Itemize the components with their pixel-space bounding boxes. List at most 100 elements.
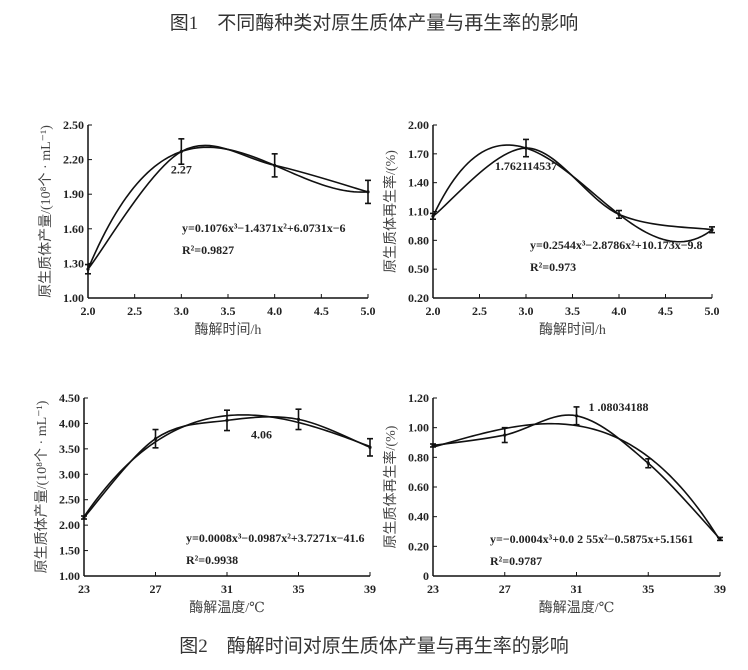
x-tick-label: 5.0 [705,304,720,318]
data-series-line [432,147,713,231]
data-point [503,433,507,437]
data-point [718,537,722,541]
trendline [432,144,713,243]
data-point [431,443,435,448]
data-point [524,146,528,150]
r-squared: R²=0.973 [530,260,576,274]
r-squared: R²=0.9827 [182,243,234,257]
y-tick-label: 1.30 [63,256,84,270]
data-label: 1.762114537 [495,159,557,173]
data-point [366,190,370,194]
y-tick-label: 0 [423,569,429,583]
y-tick-label: 1.50 [59,544,80,558]
x-tick-label: 23 [78,582,90,596]
chart-3: 1.00 1.50 2.00 2.50 3.00 3.50 4.00 4.50 23 27 31 35… [34,391,376,616]
x-tick-label: 5.0 [361,304,376,318]
data-label: 1 .08034188 [589,400,649,414]
y-tick-label: 0.80 [408,233,429,247]
y-tick-label: 1.00 [408,421,429,435]
x-axis-label: 酶解时间/h [195,322,262,338]
y-tick-label: 2.00 [408,118,429,132]
y-tick-label: 4.00 [59,416,80,430]
x-tick-label: 4.5 [658,304,673,318]
x-axis-label: 酶解时间/h [539,322,606,338]
chart-4: 0 0.20 0.40 0.60 0.80 1.00 1.20 23 27 31 35 39 酶解温度/… [382,391,726,616]
data-point [617,212,621,216]
r-squared: R²=0.9787 [490,554,542,568]
data-point [646,461,650,465]
x-tick-label: 27 [499,582,511,596]
x-tick-label: 3.5 [565,304,580,318]
y-tick-label: 2.00 [59,518,80,532]
y-tick-label: 2.50 [59,493,80,507]
x-tick-label: 3.0 [174,304,189,318]
x-tick-label: 2.5 [472,304,487,318]
chart-2: 0.20 0.50 0.80 1.10 1.40 1.70 2.00 2.0 2.5 3.0 3.5… [382,118,720,338]
y-tick-label: 0.20 [408,539,429,553]
figure-2-caption: 图2 酶解时间对原生质体产量与再生率的影响 [179,635,569,657]
y-tick-label: 2.20 [63,153,84,167]
x-tick-label: 2.0 [426,304,441,318]
x-tick-label: 35 [642,582,654,596]
y-tick-label: 0.60 [408,480,429,494]
y-tick-label: 1.00 [59,569,80,583]
data-point [82,515,86,520]
y-tick-label: 1.60 [63,222,84,236]
y-axis-label: 原生质体产量/(10⁸个 · mL⁻¹) [34,400,50,573]
y-tick-label: 1.00 [63,291,84,305]
x-tick-label: 4.0 [612,304,627,318]
trendline [432,422,721,541]
x-tick-label: 35 [293,582,305,596]
chart-1: 1.00 1.30 1.60 1.90 2.20 2.50 2.0 2.5 3.0 3.5 4.0 4… [38,118,376,338]
y-tick-label: 1.10 [408,205,429,219]
y-tick-label: 1.70 [408,147,429,161]
data-point [296,417,301,421]
x-tick-label: 31 [221,582,233,596]
regression-equation: y=0.2544x³−2.8786x²+10.173x−9.8 [530,238,703,252]
x-tick-label: 2.5 [127,304,142,318]
y-tick-label: 0.20 [408,291,429,305]
y-tick-label: 0.50 [408,262,429,276]
r-squared: R²=0.9938 [186,553,238,567]
data-label: 2.27 [171,163,192,177]
data-point [179,149,183,154]
y-tick-label: 4.50 [59,391,80,405]
data-series-line [87,144,369,270]
x-tick-label: 39 [364,582,376,596]
trendline [87,146,369,270]
x-tick-label: 3.5 [221,304,236,318]
data-point [368,445,372,449]
x-tick-label: 39 [714,582,726,596]
y-tick-label: 1.20 [408,391,429,405]
x-axis-label: 酶解温度/℃ [189,600,265,616]
data-point [431,214,435,218]
x-tick-label: 23 [427,582,439,596]
data-point [153,437,158,441]
x-tick-label: 27 [150,582,162,596]
y-tick-label: 1.90 [63,187,84,201]
y-axis-label: 原生质体再生率/(%) [382,425,399,548]
y-tick-label: 3.00 [59,467,80,481]
x-tick-label: 4.0 [267,304,282,318]
data-label: 4.06 [251,427,272,441]
regression-equation: y=−0.0004x³+0.0 2 55x²−0.5875x+5.1561 [490,532,693,546]
regression-equation: y=0.1076x³−1.4371x²+6.0731x−6 [182,221,346,235]
figure-1-caption: 图1 不同酶种类对原生质体产量与再生率的影响 [170,12,579,34]
x-tick-label: 2.0 [81,304,96,318]
data-series-line [83,416,371,519]
x-tick-label: 4.5 [314,304,329,318]
data-point [710,228,714,232]
y-axis-label: 原生质体产量/(10⁸个 · mL⁻¹) [38,125,54,298]
data-series-line [432,414,721,540]
y-axis-label: 原生质体再生率/(%) [382,150,399,273]
y-tick-label: 1.40 [408,176,429,190]
x-axis-label: 酶解温度/℃ [539,600,615,616]
data-point [273,163,277,167]
y-tick-label: 0.80 [408,450,429,464]
y-tick-label: 0.40 [408,510,429,524]
regression-equation: y=0.0008x³−0.0987x²+3.7271x−41.6 [186,531,365,545]
x-tick-label: 31 [571,582,583,596]
y-tick-label: 2.50 [63,118,84,132]
x-tick-label: 3.0 [519,304,534,318]
